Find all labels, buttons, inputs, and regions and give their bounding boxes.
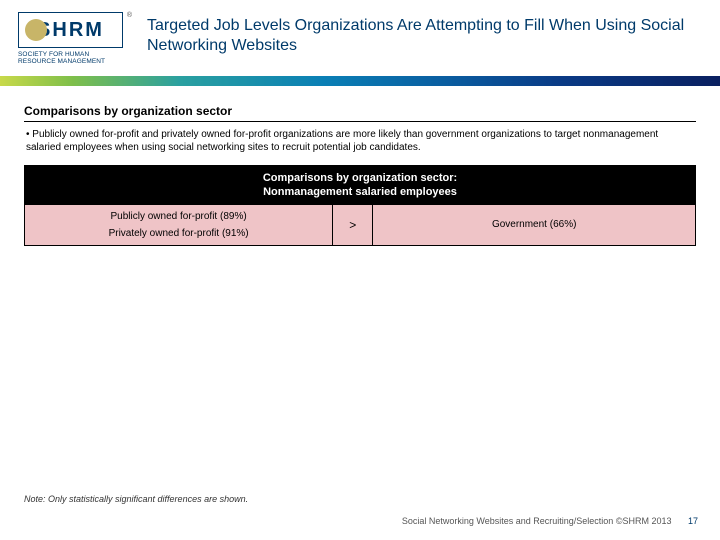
comparison-operator-cell: > bbox=[333, 205, 373, 245]
greater-than-icon: > bbox=[349, 218, 356, 232]
comparison-left-item: Publicly owned for-profit (89%) bbox=[35, 211, 322, 222]
content: Comparisons by organization sector • Pub… bbox=[0, 86, 720, 246]
logo-text: SHRM bbox=[37, 19, 104, 42]
header: SHRM ® SOCIETY FOR HUMAN RESOURCE MANAGE… bbox=[0, 0, 720, 74]
comparison-row: Publicly owned for-profit (89%) Privatel… bbox=[25, 205, 695, 245]
logo-box: SHRM ® bbox=[18, 12, 123, 48]
logo-tagline: SOCIETY FOR HUMAN RESOURCE MANAGEMENT bbox=[18, 51, 133, 66]
footnote: Note: Only statistically significant dif… bbox=[24, 494, 248, 504]
page-title: Targeted Job Levels Organizations Are At… bbox=[147, 12, 702, 56]
gradient-bar bbox=[0, 74, 720, 86]
comparison-left-item: Privately owned for-profit (91%) bbox=[35, 228, 322, 239]
page-number: 17 bbox=[688, 516, 698, 526]
comparison-right-text: Government (66%) bbox=[492, 219, 576, 230]
comparison-table: Comparisons by organization sector: Nonm… bbox=[24, 165, 696, 246]
comparison-left-cell: Publicly owned for-profit (89%) Privatel… bbox=[25, 205, 333, 245]
comparison-header-line2: Nonmanagement salaried employees bbox=[263, 186, 457, 198]
footer-text: Social Networking Websites and Recruitin… bbox=[402, 516, 672, 526]
logo-block: SHRM ® SOCIETY FOR HUMAN RESOURCE MANAGE… bbox=[18, 12, 133, 66]
bullet-text: • Publicly owned for-profit and privatel… bbox=[24, 128, 696, 155]
footer: Social Networking Websites and Recruitin… bbox=[402, 516, 698, 526]
section-heading: Comparisons by organization sector bbox=[24, 104, 696, 122]
logo-registered: ® bbox=[127, 12, 132, 19]
logo-circle-icon bbox=[25, 19, 47, 41]
comparison-header-line1: Comparisons by organization sector: bbox=[263, 172, 457, 184]
comparison-header: Comparisons by organization sector: Nonm… bbox=[25, 166, 695, 205]
comparison-right-cell: Government (66%) bbox=[373, 205, 695, 245]
